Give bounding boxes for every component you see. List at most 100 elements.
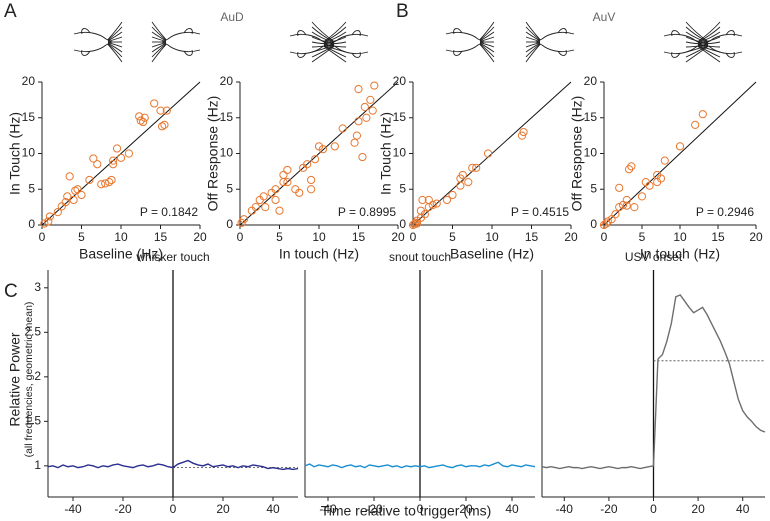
x-tick-label: -20 xyxy=(365,502,383,516)
whisker xyxy=(151,43,167,58)
point xyxy=(259,192,268,201)
x-tick-label: 10 xyxy=(673,230,687,244)
point xyxy=(698,110,707,119)
point xyxy=(140,113,149,122)
mouse xyxy=(685,21,743,63)
whisker xyxy=(323,44,347,48)
point xyxy=(135,112,144,121)
point xyxy=(275,206,284,215)
mouse-ear xyxy=(453,28,463,56)
point xyxy=(112,144,122,153)
y-tick-label: 0 xyxy=(28,217,35,231)
identity-line xyxy=(239,81,399,226)
point xyxy=(428,200,437,210)
point xyxy=(630,203,639,212)
point xyxy=(303,160,312,169)
x-axis-label: In touch (Hz) xyxy=(640,246,720,262)
point xyxy=(65,172,74,181)
whisker xyxy=(697,26,721,43)
whisker xyxy=(685,44,709,48)
x-tick-label: 5 xyxy=(276,230,283,244)
y-tick-label: 1 xyxy=(34,458,41,472)
whisker xyxy=(107,42,123,53)
point xyxy=(656,174,666,183)
x-tick-label: 20 xyxy=(216,502,230,516)
whisker xyxy=(685,41,709,45)
x-tick-label: 40 xyxy=(736,502,750,516)
whisker xyxy=(151,36,167,42)
mouse xyxy=(73,21,123,63)
whisker xyxy=(151,21,167,40)
point xyxy=(483,149,493,158)
whisker xyxy=(151,26,167,41)
whisker xyxy=(525,44,541,63)
whisker xyxy=(107,42,123,48)
point xyxy=(458,170,467,180)
x-tick-label: 5 xyxy=(639,230,646,244)
x-tick-label: -40 xyxy=(64,502,82,516)
point xyxy=(57,202,66,211)
point xyxy=(622,195,631,205)
y-tick-label: 15 xyxy=(22,110,36,124)
whisker xyxy=(685,26,709,43)
y-axis-label: In Touch (Hz) xyxy=(378,112,394,195)
point xyxy=(519,127,528,137)
mouse-body xyxy=(663,33,704,55)
point xyxy=(354,85,363,94)
y-axis-label: Off Response (Hz) xyxy=(569,96,585,212)
mouse-ear xyxy=(725,30,735,58)
x-tick-label: 15 xyxy=(154,230,168,244)
whisker xyxy=(107,31,123,42)
line xyxy=(47,459,299,471)
whisker xyxy=(151,42,167,48)
y-tick-label: 15 xyxy=(584,110,598,124)
whisker xyxy=(151,31,167,42)
x-tick-label: -40 xyxy=(556,502,574,516)
point xyxy=(44,217,53,226)
whisker xyxy=(311,31,335,44)
point xyxy=(412,219,422,228)
point xyxy=(366,95,375,104)
x-tick-label: 0 xyxy=(410,230,417,244)
panel-title: snout touch xyxy=(389,250,451,264)
point xyxy=(279,178,288,187)
x-axis-label: Time relative to trigger (ms) xyxy=(321,503,492,519)
point xyxy=(442,195,452,205)
whisker xyxy=(525,43,541,58)
mouse-body xyxy=(328,33,369,55)
point xyxy=(89,154,98,163)
line xyxy=(304,461,536,469)
y-tick-label: 2.5 xyxy=(24,324,41,338)
point xyxy=(251,203,260,212)
whisker xyxy=(311,26,335,43)
mouse-ear xyxy=(351,30,361,58)
x-axis-label: Baseline (Hz) xyxy=(450,246,534,262)
mouse-body xyxy=(289,33,330,55)
y-tick-label: 15 xyxy=(393,110,407,124)
point xyxy=(368,106,377,115)
point xyxy=(162,106,171,115)
y-tick-label: 5 xyxy=(399,181,406,195)
x-tick-label: 15 xyxy=(525,230,539,244)
p-value: P = 0.4515 xyxy=(511,205,569,219)
point xyxy=(150,99,159,108)
point xyxy=(101,179,110,188)
whisker xyxy=(107,44,123,63)
whisker xyxy=(107,43,123,58)
mouse-body xyxy=(73,31,114,53)
x-tick-label: 15 xyxy=(352,230,366,244)
point xyxy=(283,165,292,175)
panel-title: whisker touch xyxy=(135,250,209,264)
point xyxy=(354,117,363,126)
whisker xyxy=(479,42,495,53)
whisker xyxy=(479,21,495,40)
panel-title: USV onset xyxy=(625,250,683,264)
whisker xyxy=(685,36,709,44)
x-tick-label: 0 xyxy=(170,502,177,516)
p-value: P = 0.1842 xyxy=(140,205,198,219)
y-tick-label: 1.5 xyxy=(24,414,41,428)
y-tick-label: 10 xyxy=(393,146,407,160)
y-tick-label: 5 xyxy=(28,181,35,195)
whisker xyxy=(479,31,495,42)
y-tick-label: 2 xyxy=(34,369,41,383)
